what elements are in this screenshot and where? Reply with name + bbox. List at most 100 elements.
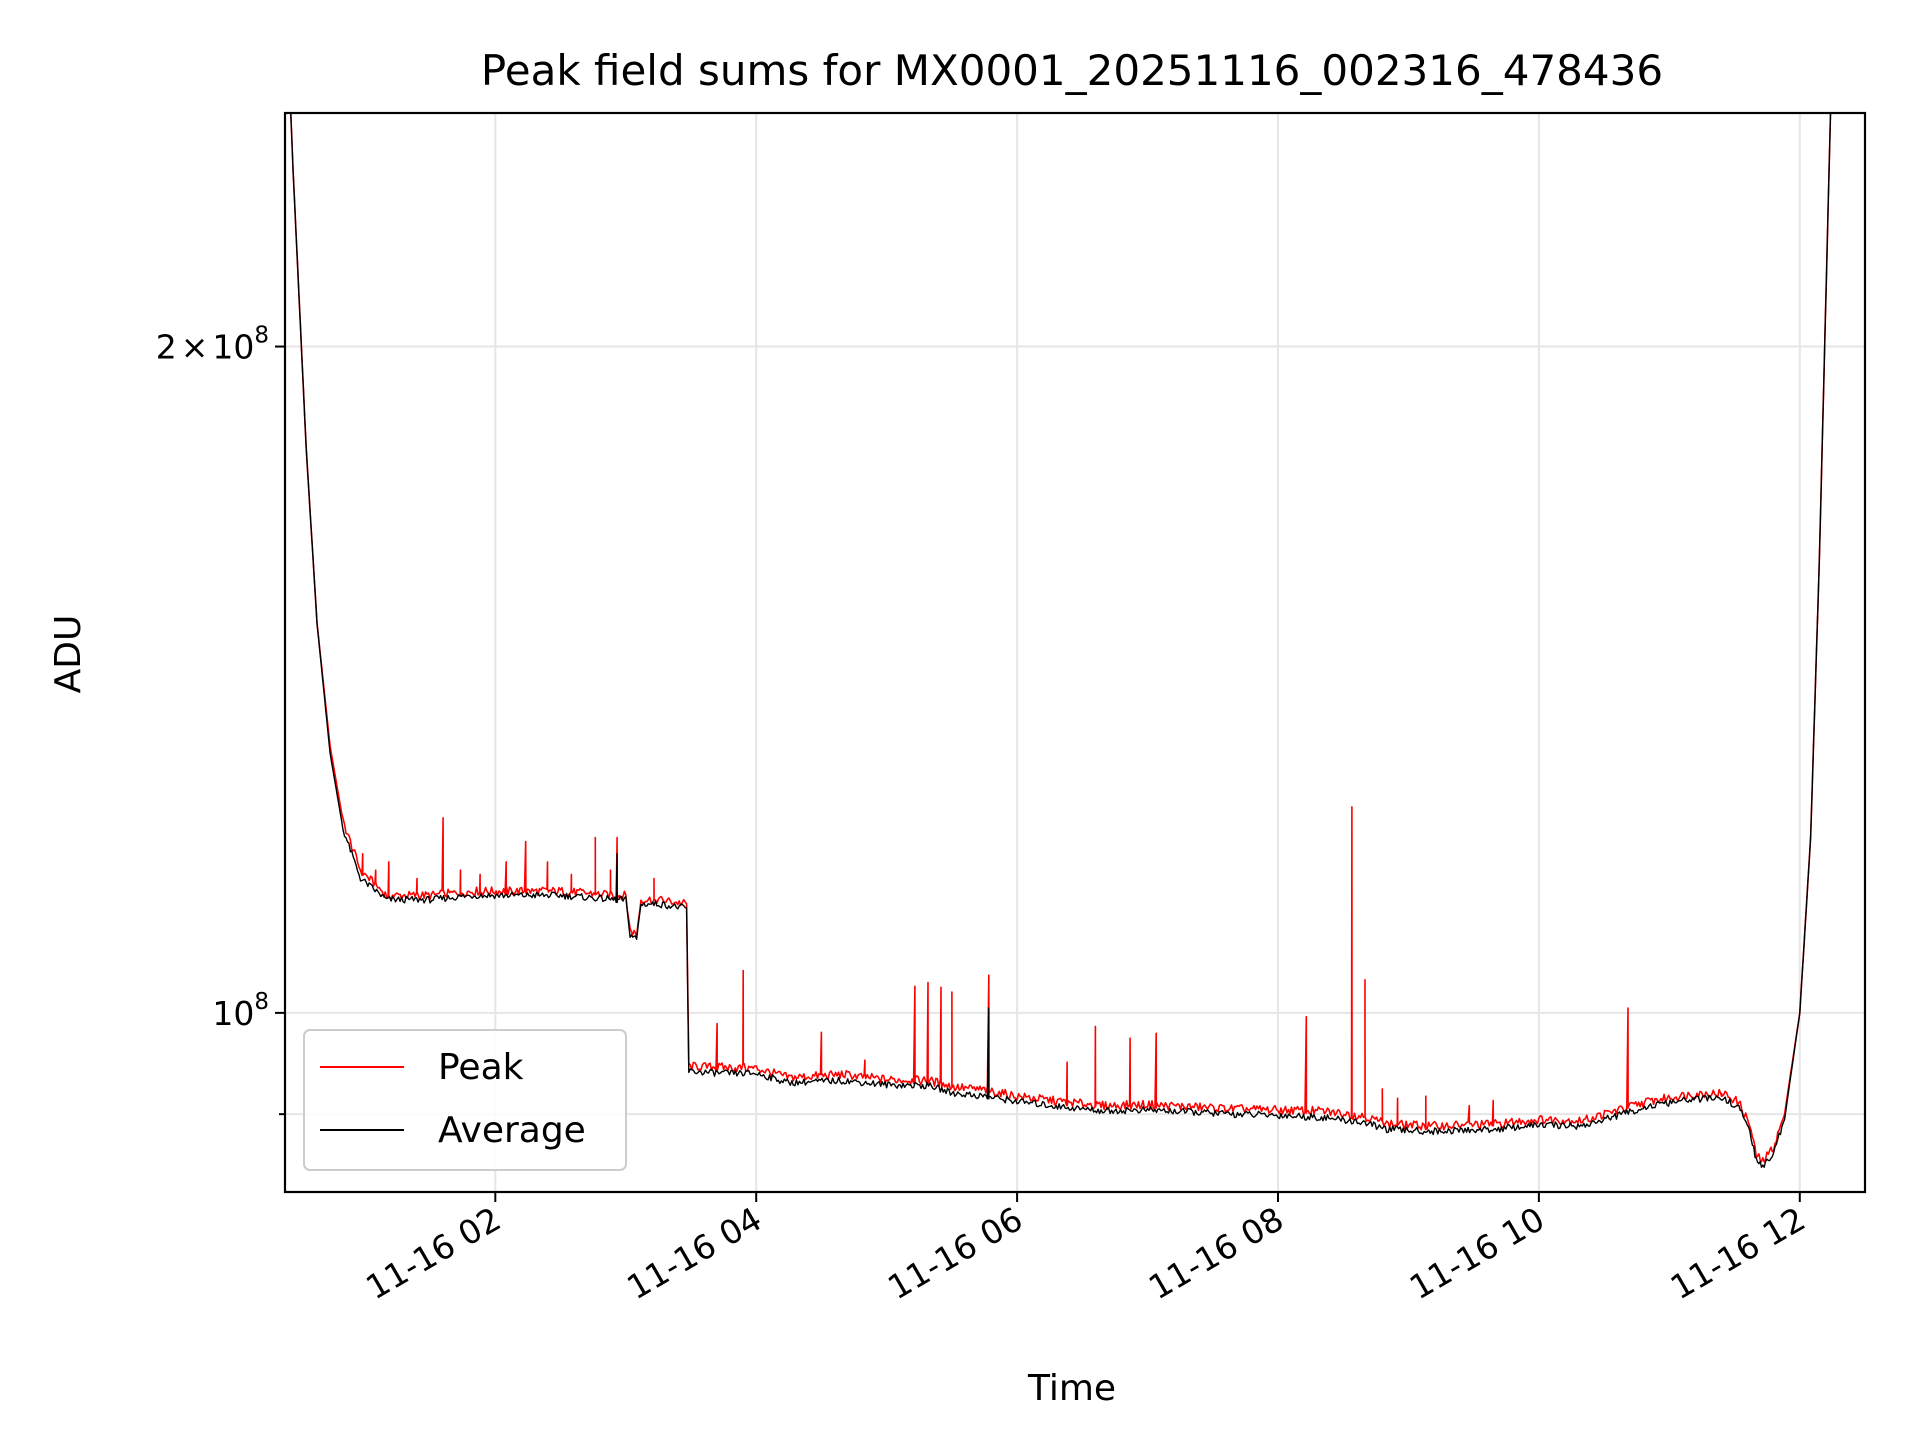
data-point-average — [560, 895, 562, 897]
legend-box — [303, 1029, 627, 1171]
data-point-peak — [614, 895, 616, 897]
spike-point-peak — [505, 861, 507, 863]
data-point-average — [1799, 1012, 1801, 1014]
data-point-average — [625, 899, 627, 901]
grid-lines — [285, 113, 1865, 1192]
y-axis-label: ADU — [48, 615, 89, 694]
data-point-average — [386, 899, 388, 901]
spike-point-peak — [616, 837, 618, 839]
chart-title: Peak field sums for MX0001_20251116_0023… — [481, 46, 1663, 95]
spike-point-peak — [1382, 1088, 1384, 1090]
data-point-average — [688, 1071, 690, 1073]
data-point-average — [1827, 211, 1829, 213]
data-point-average — [1810, 837, 1812, 839]
spike-point-peak — [927, 982, 929, 984]
data-point-peak — [788, 1077, 790, 1079]
data-point-average — [1773, 1151, 1775, 1153]
data-point-average — [516, 895, 518, 897]
data-point-average — [658, 903, 660, 905]
data-point-average — [1762, 1166, 1764, 1168]
data-point-peak — [929, 1080, 931, 1082]
spike-point-peak — [940, 986, 942, 988]
data-point-peak — [1647, 1101, 1649, 1103]
data-point-average — [1538, 1124, 1540, 1126]
data-point-peak — [1016, 1095, 1018, 1097]
data-point-peak — [1738, 1102, 1740, 1104]
data-point-average — [886, 1084, 888, 1086]
data-point-peak — [516, 890, 518, 892]
data-point-peak — [1614, 1110, 1616, 1112]
data-point-peak — [429, 895, 431, 897]
data-point-peak — [473, 890, 475, 892]
plot-area — [289, 113, 1832, 1168]
y-tick-exponent: 8 — [254, 323, 269, 349]
y-tick-exponent: 8 — [254, 989, 269, 1015]
data-point-average — [1386, 1128, 1388, 1130]
spike-point-peak — [460, 869, 462, 871]
data-point-average — [614, 899, 616, 901]
spike-point-peak — [610, 869, 612, 871]
data-point-average — [429, 899, 431, 901]
spike-point-average — [988, 1007, 990, 1009]
data-point-average — [755, 1073, 757, 1075]
data-point-peak — [755, 1067, 757, 1069]
data-point-average — [1190, 1111, 1192, 1113]
data-point-peak — [360, 869, 362, 871]
data-point-average — [1103, 1110, 1105, 1112]
spike-point-peak — [479, 874, 481, 876]
series-line-peak — [289, 113, 1832, 1163]
spike-point-peak — [525, 841, 527, 843]
spike-point-peak — [388, 861, 390, 863]
data-point-average — [316, 622, 318, 624]
data-point-average — [1364, 1122, 1366, 1124]
data-point-peak — [1364, 1116, 1366, 1118]
data-point-average — [1147, 1109, 1149, 1111]
data-point-average — [929, 1085, 931, 1087]
data-point-average — [629, 934, 631, 936]
data-point-peak — [1762, 1160, 1764, 1162]
data-point-average — [342, 829, 344, 831]
data-point-average — [1738, 1107, 1740, 1109]
spike-point-peak — [1305, 1016, 1307, 1018]
data-point-peak — [1277, 1109, 1279, 1111]
data-point-peak — [1582, 1120, 1584, 1122]
data-point-peak — [723, 1066, 725, 1068]
y-tick-base: 10 — [212, 994, 254, 1033]
data-point-peak — [951, 1086, 953, 1088]
data-point-peak — [640, 899, 642, 901]
y-tick-base: 10 — [212, 328, 254, 367]
data-point-average — [1016, 1101, 1018, 1103]
spike-point-peak — [1469, 1105, 1471, 1107]
axes-frame — [283, 111, 1867, 1194]
data-point-average — [1060, 1106, 1062, 1108]
spike-point-peak — [653, 878, 655, 880]
y-tick-label: 2 × 108 — [156, 323, 269, 367]
data-point-average — [1819, 560, 1821, 562]
legend: Peak Average — [303, 1029, 627, 1171]
data-point-peak — [1060, 1101, 1062, 1103]
data-point-peak — [1321, 1110, 1323, 1112]
data-point-peak — [1538, 1119, 1540, 1121]
data-point-average — [1614, 1116, 1616, 1118]
spike-point-peak — [951, 991, 953, 993]
spike-point-peak — [1425, 1095, 1427, 1097]
data-point-average — [305, 447, 307, 449]
spike-point-peak — [1721, 1095, 1723, 1097]
data-point-average — [1234, 1113, 1236, 1115]
data-point-average — [1321, 1117, 1323, 1119]
y-tick-times: × — [181, 328, 209, 367]
data-point-peak — [1190, 1106, 1192, 1108]
data-point-peak — [560, 890, 562, 892]
spike-point-peak — [595, 837, 597, 839]
data-point-average — [1784, 1119, 1786, 1121]
data-point-average — [360, 878, 362, 880]
data-point-peak — [386, 895, 388, 897]
data-point-average — [984, 1095, 986, 1097]
spike-point-peak — [375, 869, 377, 871]
spike-point-peak — [1155, 1032, 1157, 1034]
data-point-peak — [1749, 1124, 1751, 1126]
y-tick-label: 108 — [212, 989, 269, 1033]
data-point-average — [1749, 1130, 1751, 1132]
spike-point-peak — [571, 874, 573, 876]
